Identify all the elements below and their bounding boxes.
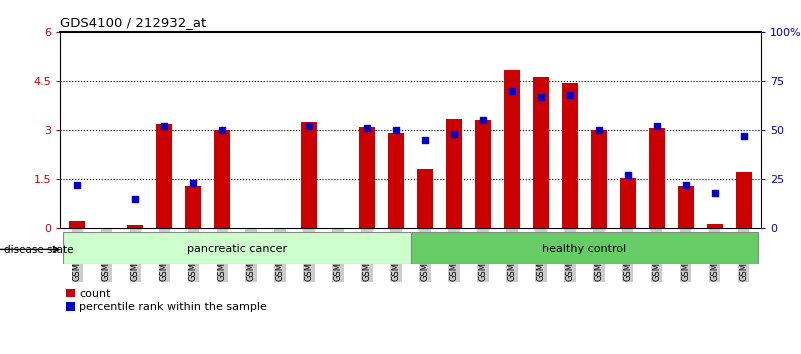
Bar (388, 133, 404, 228)
Bar (446, 119, 462, 228)
Point (708, 190, 721, 196)
Bar (533, 77, 549, 228)
Bar (417, 169, 433, 228)
Text: pancreatic cancer: pancreatic cancer (187, 244, 287, 255)
Text: disease state: disease state (4, 245, 74, 255)
Point (593, 127, 606, 133)
Point (419, 137, 432, 143)
Point (477, 118, 489, 123)
Point (448, 131, 461, 137)
Bar (359, 127, 375, 228)
Bar (649, 129, 665, 228)
Point (158, 123, 171, 129)
Point (215, 127, 228, 133)
Bar (156, 124, 172, 228)
Bar (127, 225, 143, 228)
Bar (562, 82, 578, 228)
Bar (70, 221, 86, 228)
Point (505, 88, 518, 94)
Point (187, 180, 199, 186)
Bar (735, 172, 751, 228)
Bar (504, 69, 520, 228)
Bar (215, 130, 230, 228)
Text: healthy control: healthy control (542, 244, 626, 255)
Point (622, 172, 634, 178)
Bar (410, 232, 758, 264)
Bar (706, 224, 723, 228)
Bar (591, 130, 606, 228)
Bar (620, 178, 636, 228)
Legend: count, percentile rank within the sample: count, percentile rank within the sample (66, 289, 267, 312)
Bar (185, 187, 201, 228)
Point (360, 125, 373, 131)
Bar (301, 122, 317, 228)
Point (129, 196, 142, 202)
Point (679, 182, 692, 188)
Point (737, 133, 750, 139)
Point (303, 123, 316, 129)
Point (650, 123, 663, 129)
Point (71, 182, 84, 188)
Bar (63, 232, 410, 264)
Text: GDS4100 / 212932_at: GDS4100 / 212932_at (60, 16, 207, 29)
Bar (475, 120, 491, 228)
Bar (678, 187, 694, 228)
Point (534, 94, 547, 99)
Point (389, 127, 402, 133)
Point (563, 92, 576, 98)
